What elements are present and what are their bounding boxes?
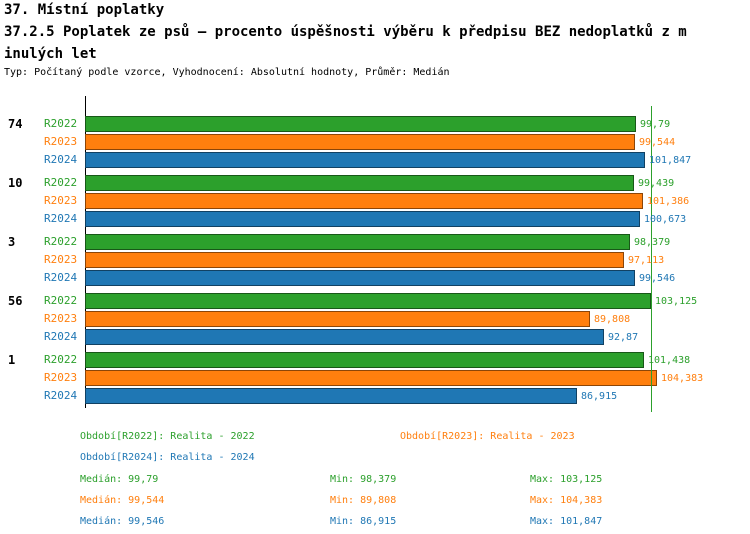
value-label: 101,438 [648, 355, 691, 366]
value-label: 99,439 [638, 178, 675, 189]
group-label-56: 56 [8, 294, 23, 308]
value-label: 89,808 [594, 314, 631, 325]
reference-line [651, 106, 652, 412]
group-label-1: 1 [8, 353, 16, 367]
bar-r2023-group-1 [85, 370, 657, 386]
bar-r2022-group-74 [85, 116, 636, 132]
value-label: 104,383 [661, 373, 704, 384]
value-label: 101,847 [649, 155, 692, 166]
stat-median-r2023: Medián: 99,544 [80, 495, 165, 506]
series-label-r2024: R2024 [44, 153, 78, 166]
chart-title-line2: inulých let [4, 46, 97, 62]
series-label-r2024: R2024 [44, 271, 78, 284]
series-label-r2024: R2024 [44, 330, 78, 343]
group-label-10: 10 [8, 176, 23, 190]
bar-r2024-group-56 [85, 329, 604, 345]
value-label: 100,673 [644, 214, 687, 225]
series-label-r2024: R2024 [44, 212, 78, 225]
value-label: 98,379 [634, 237, 671, 248]
stat-min-r2022: Min: 98,379 [330, 474, 397, 485]
stat-max-r2024: Max: 101,847 [530, 516, 603, 527]
value-label: 99,546 [639, 273, 676, 284]
value-label: 97,113 [628, 255, 665, 266]
stat-min-r2024: Min: 86,915 [330, 516, 397, 527]
series-label-r2023: R2023 [44, 194, 78, 207]
value-label: 86,915 [581, 391, 618, 402]
bar-r2024-group-3 [85, 270, 635, 286]
value-label: 103,125 [655, 296, 698, 307]
stat-median-r2022: Medián: 99,79 [80, 474, 159, 485]
series-label-r2022: R2022 [44, 294, 78, 307]
bar-r2023-group-10 [85, 193, 643, 209]
chart-subtitle: Typ: Počítaný podle vzorce, Vyhodnocení:… [4, 67, 450, 78]
legend-item-r2023: Období[R2023]: Realita - 2023 [400, 431, 575, 442]
stat-min-r2023: Min: 89,808 [330, 495, 397, 506]
value-label: 101,386 [647, 196, 690, 207]
bar-r2024-group-10 [85, 211, 640, 227]
series-label-r2023: R2023 [44, 312, 78, 325]
series-label-r2022: R2022 [44, 117, 78, 130]
series-label-r2022: R2022 [44, 353, 78, 366]
stat-max-r2022: Max: 103,125 [530, 474, 603, 485]
legend-item-r2024: Období[R2024]: Realita - 2024 [80, 452, 255, 463]
chart-title-line1: 37.2.5 Poplatek ze psů – procento úspěšn… [4, 24, 687, 40]
page-title: 37. Místní poplatky [4, 2, 165, 18]
value-label: 92,87 [608, 332, 639, 343]
series-label-r2024: R2024 [44, 389, 78, 402]
bar-r2022-group-10 [85, 175, 634, 191]
group-label-74: 74 [8, 117, 23, 131]
bar-r2023-group-3 [85, 252, 624, 268]
bar-r2022-group-1 [85, 352, 644, 368]
bar-chart: 74 R2022 99,79 R2023 99,544 R2024 101,847 10 R20… [0, 96, 750, 430]
group-label-3: 3 [8, 235, 16, 249]
series-label-r2022: R2022 [44, 176, 78, 189]
bar-r2022-group-56 [85, 293, 651, 309]
stat-median-r2024: Medián: 99,546 [80, 516, 165, 527]
value-label: 99,79 [640, 119, 671, 130]
bar-r2023-group-56 [85, 311, 590, 327]
stat-max-r2023: Max: 104,383 [530, 495, 603, 506]
legend-item-r2022: Období[R2022]: Realita - 2022 [80, 431, 255, 442]
series-label-r2023: R2023 [44, 135, 78, 148]
bar-r2024-group-74 [85, 152, 645, 168]
bar-r2024-group-1 [85, 388, 577, 404]
series-label-r2023: R2023 [44, 371, 78, 384]
value-label: 99,544 [639, 137, 676, 148]
bar-r2022-group-3 [85, 234, 630, 250]
bar-r2023-group-74 [85, 134, 635, 150]
series-label-r2022: R2022 [44, 235, 78, 248]
series-label-r2023: R2023 [44, 253, 78, 266]
